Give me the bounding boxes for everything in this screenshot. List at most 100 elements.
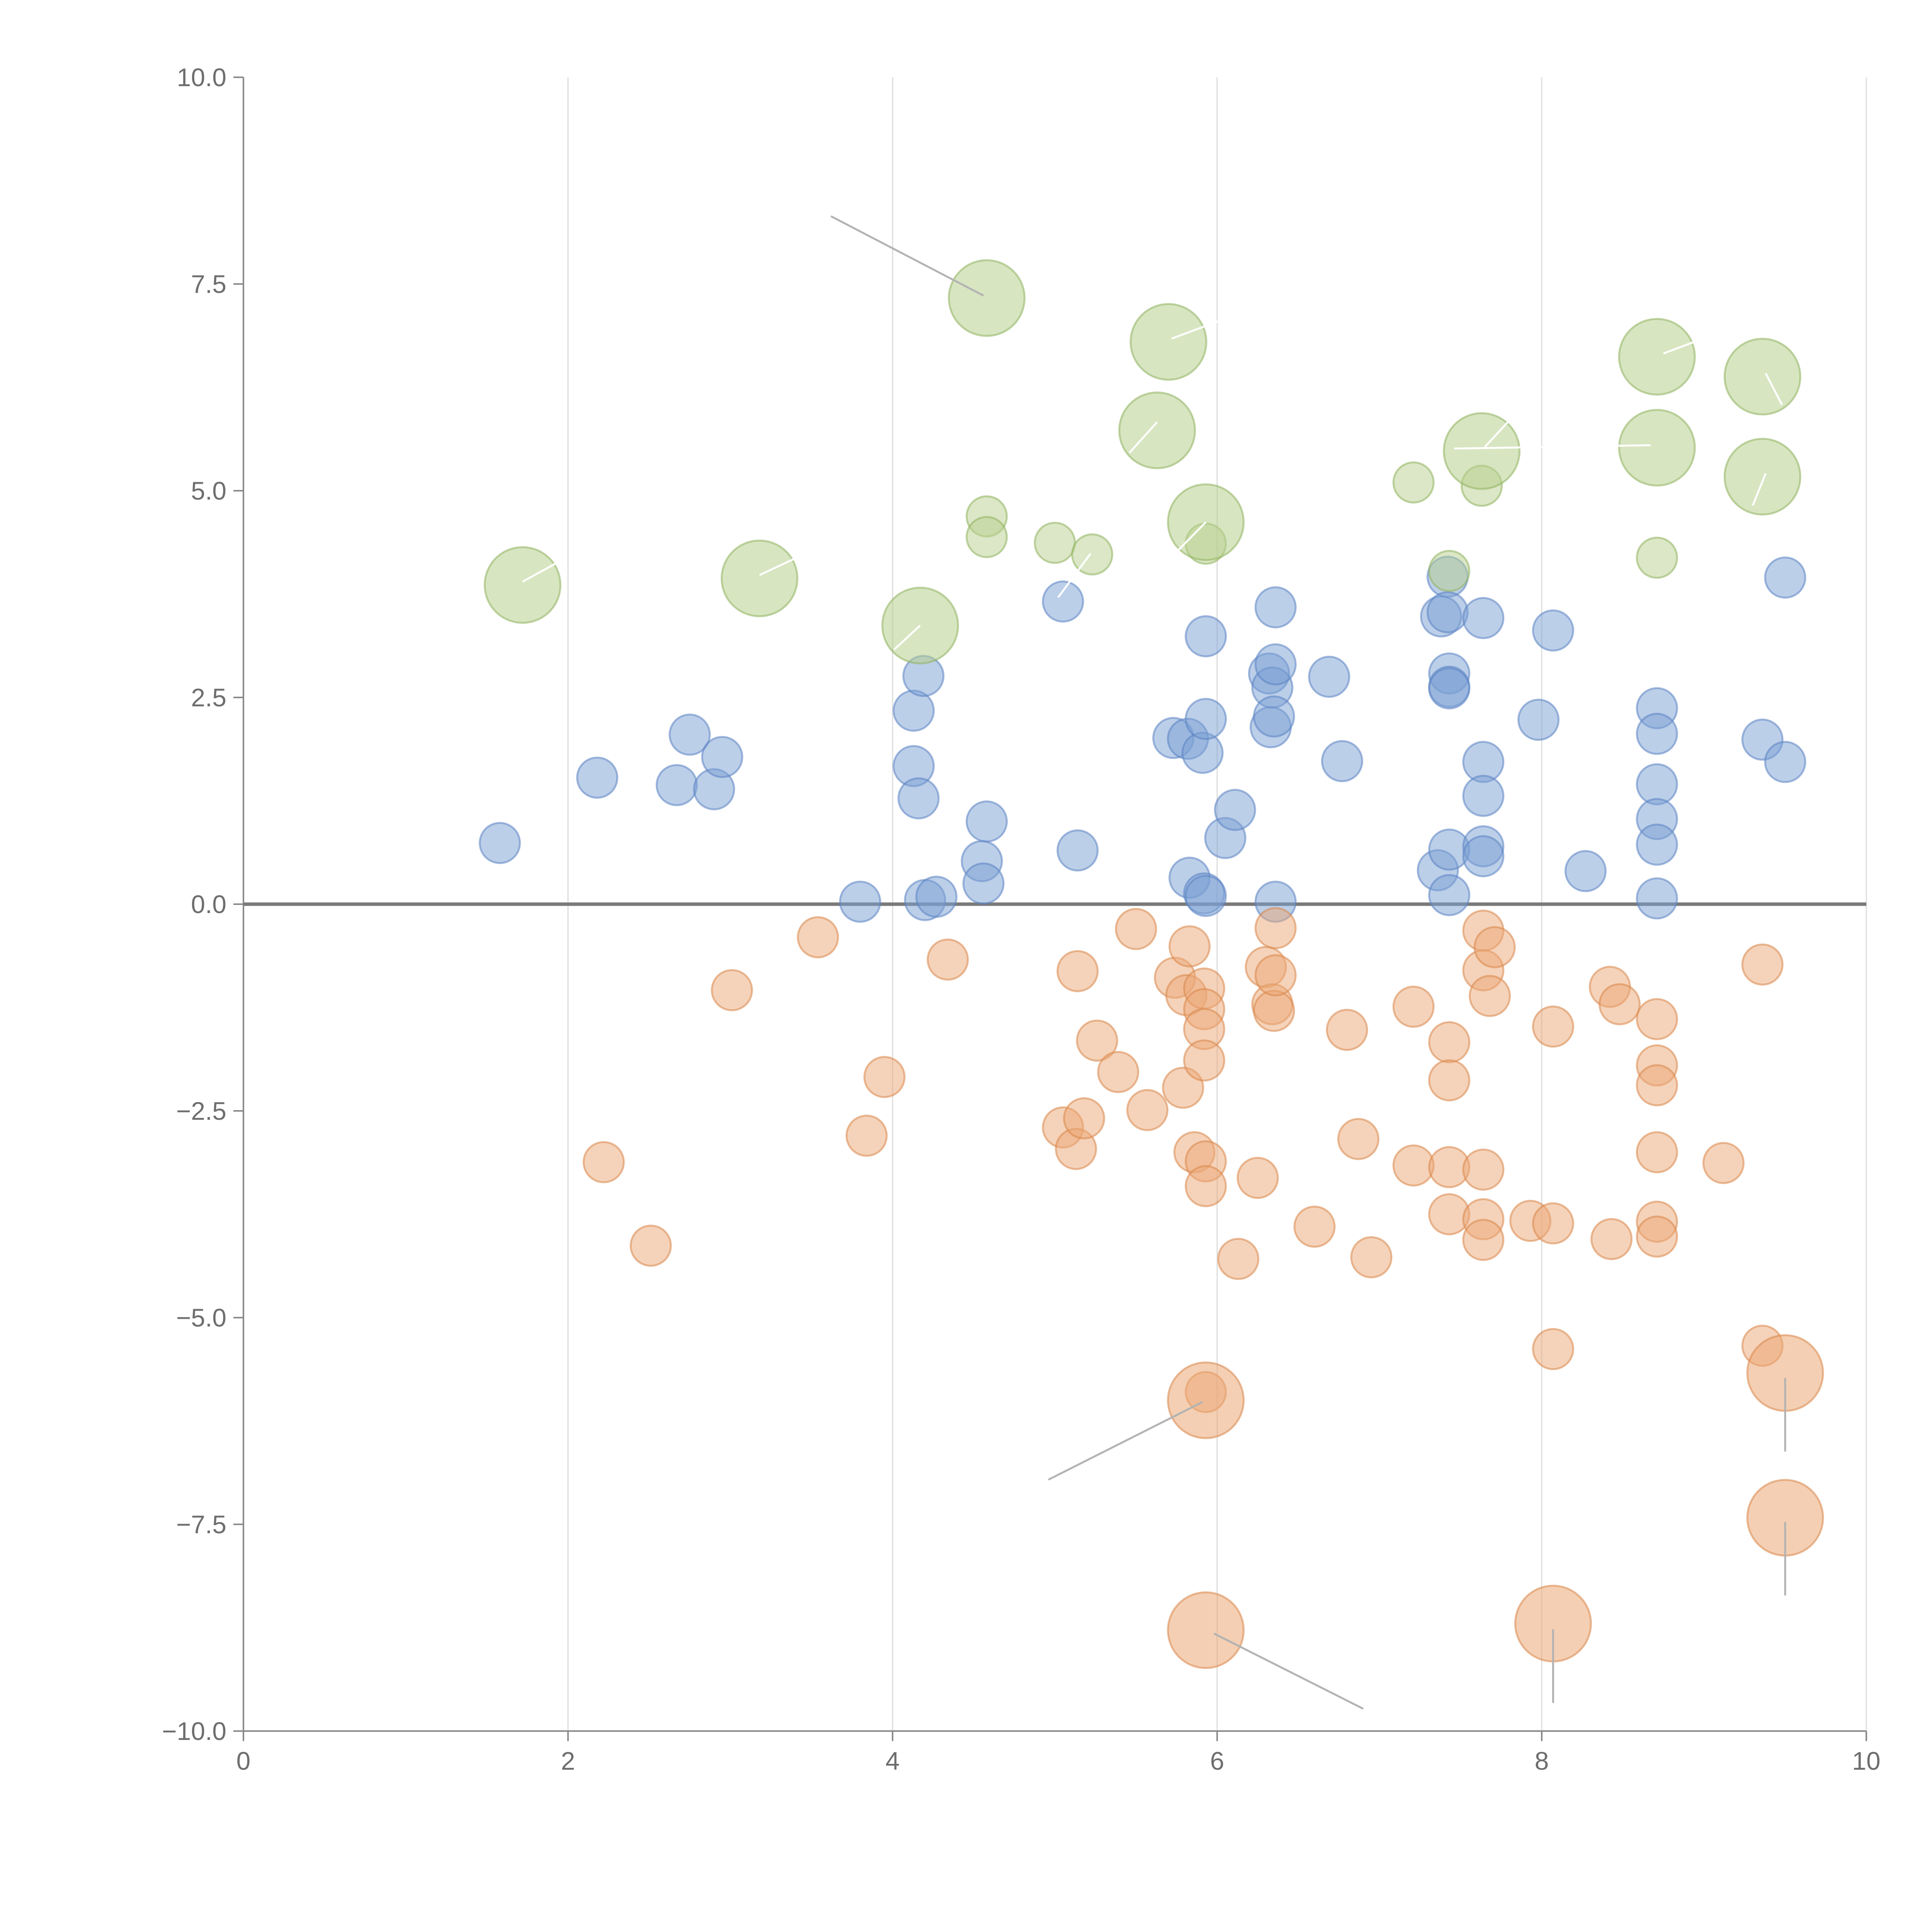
orange-data-point (1473, 926, 1516, 968)
y-tick-label: 5.0 (191, 476, 226, 505)
leader-lines (522, 215, 1786, 1710)
orange-data-point (1469, 975, 1511, 1017)
blue-data-point (1636, 823, 1678, 866)
x-axis-ticks: 0 2 4 6 8 10 (236, 1731, 1881, 1775)
blue-data-point (1056, 829, 1099, 872)
orange-data-point (927, 938, 969, 981)
annotation-leader-line (1057, 553, 1092, 598)
blue-data-point (655, 764, 698, 806)
orange-data-point (1253, 990, 1295, 1032)
orange-data-point (1097, 1051, 1139, 1093)
orange-data-point (1590, 1218, 1633, 1260)
orange-data-point (1392, 1144, 1435, 1187)
orange-data-point (1428, 1021, 1471, 1063)
large-bubbles (483, 259, 1824, 1669)
x-tick-label: 10 (1852, 1747, 1880, 1775)
blue-data-point (897, 777, 940, 820)
blue-data-point (1462, 597, 1505, 639)
green-data-point (1034, 522, 1076, 564)
orange-large-bubble (1167, 1361, 1245, 1439)
y-axis-ticks: 10.0 7.5 5.0 2.5 0.0 −2.5 −5.0 −7.5 −10.0 (162, 63, 243, 1745)
orange-data-point (1185, 1165, 1227, 1208)
blue-data-point (1462, 835, 1505, 878)
green-data-point (1071, 533, 1114, 576)
orange-data-point (1254, 907, 1297, 949)
green-large-bubble (721, 539, 799, 617)
annotation-leader-line (1663, 338, 1701, 355)
blue-data-point (1564, 850, 1607, 892)
y-tick-label: −7.5 (176, 1510, 226, 1539)
orange-data-point (1392, 985, 1435, 1028)
orange-data-point (1254, 954, 1297, 997)
blue-data-point (1764, 556, 1806, 599)
orange-data-point (1076, 1019, 1118, 1062)
blue-data-point (1042, 580, 1084, 623)
y-tick-label: 10.0 (177, 63, 226, 92)
annotation-leader-line (1213, 1633, 1364, 1710)
orange-data-point (1217, 1238, 1260, 1280)
y-tick-label: 0.0 (191, 890, 226, 918)
orange-data-point (1741, 943, 1784, 986)
annotation-leader-line (1048, 1401, 1203, 1481)
annotation-leader-line (1765, 372, 1783, 405)
blue-data-point (1185, 698, 1227, 740)
orange-data-point (1183, 1039, 1225, 1082)
y-tick-label: 2.5 (191, 683, 226, 712)
orange-data-point (1337, 1118, 1379, 1160)
annotation-leader-line (1752, 473, 1767, 506)
orange-data-point (629, 1225, 672, 1267)
orange-data-point (1636, 998, 1678, 1040)
green-large-bubble (1723, 438, 1801, 516)
orange-data-point (1462, 1148, 1505, 1191)
green-large-bubble (1118, 391, 1196, 469)
data-points (479, 461, 1806, 1413)
green-data-point (1428, 550, 1471, 592)
green-large-bubble (483, 546, 561, 624)
blue-data-point (1253, 695, 1295, 738)
blue-data-point (962, 862, 1005, 905)
blue-data-point (1764, 741, 1806, 783)
y-tick-label: −10.0 (162, 1717, 226, 1745)
blue-data-point (1426, 591, 1469, 634)
orange-data-point (1350, 1236, 1393, 1279)
blue-data-point (668, 713, 711, 756)
annotation-leader-line (1484, 420, 1510, 448)
orange-data-point (1063, 1097, 1105, 1139)
y-tick-label: −5.0 (176, 1303, 226, 1332)
blue-data-point (1532, 609, 1574, 652)
blue-data-point (839, 881, 881, 923)
blue-data-point (1185, 875, 1227, 917)
blue-data-point (966, 800, 1008, 843)
orange-data-point (1056, 950, 1099, 992)
green-large-bubble (1618, 318, 1696, 396)
y-tick-label: 7.5 (191, 270, 226, 298)
orange-data-point (711, 969, 753, 1012)
x-tick-label: 8 (1535, 1747, 1549, 1775)
blue-data-point (1636, 713, 1678, 755)
annotation-leader-line (1171, 319, 1221, 340)
annotation-leader-line (759, 556, 799, 576)
blue-data-point (1214, 789, 1256, 831)
blue-data-point (1517, 699, 1560, 741)
blue-data-point (479, 822, 521, 864)
x-tick-label: 0 (236, 1747, 251, 1775)
orange-data-point (1462, 1219, 1505, 1261)
x-tick-label: 2 (561, 1747, 575, 1775)
annotation-leader-line (1177, 521, 1207, 551)
orange-data-point (1236, 1156, 1279, 1199)
y-tick-label: −2.5 (176, 1097, 226, 1125)
orange-data-point (1532, 1202, 1574, 1245)
annotation-leader-line (1129, 421, 1158, 454)
green-large-bubble (1618, 409, 1696, 487)
green-data-point (1392, 461, 1435, 504)
annotation-leader-line (830, 215, 984, 297)
orange-data-point (1126, 1089, 1168, 1131)
orange-data-point (582, 1141, 625, 1184)
annotation-leader-line (1454, 444, 1651, 450)
orange-data-point (1168, 925, 1211, 968)
x-tick-label: 6 (1210, 1747, 1225, 1775)
blue-data-point (1254, 586, 1297, 629)
blue-data-point (1462, 775, 1505, 817)
green-large-bubble (1443, 412, 1521, 490)
